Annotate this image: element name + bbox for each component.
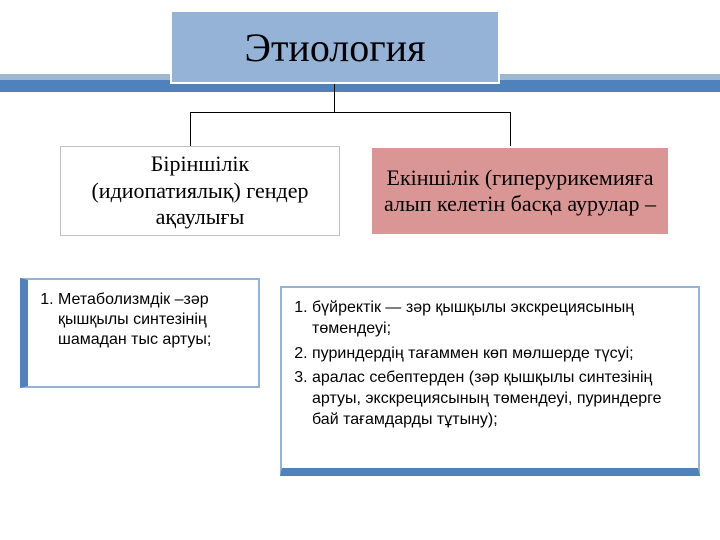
connector-trunk [334,84,335,112]
list-item: пуриндердің тағаммен көп мөлшерде түсуі; [312,344,688,365]
list-item: Метаболизмдік –зәр қышқылы синтезінің ша… [58,290,248,350]
right-list: бүйректік — зәр қышқылы экскрециясының т… [282,288,698,445]
child-secondary-text: Екіншілік (гиперурикемияға алып келетін … [378,165,662,218]
connector-drop-l [190,112,191,146]
left-list: Метаболизмдік –зәр қышқылы синтезінің ша… [28,280,258,364]
slide-root: { "canvas": { "width": 720, "height": 54… [0,0,720,540]
left-list-box: Метаболизмдік –зәр қышқылы синтезінің ша… [20,278,260,388]
title-box: Этиология [170,10,500,84]
list-item: бүйректік — зәр қышқылы экскрециясының т… [312,298,688,340]
child-primary: Біріншілік (идиопатиялық) гендер ақаулығ… [60,146,340,236]
title-text: Этиология [245,24,426,71]
child-primary-text: Біріншілік (идиопатиялық) гендер ақаулығ… [67,151,333,230]
list-item: аралас себептерден (зәр қышқылы синтезін… [312,368,688,430]
right-list-box: бүйректік — зәр қышқылы экскрециясының т… [280,286,700,476]
connector-drop-r [510,112,511,146]
child-secondary: Екіншілік (гиперурикемияға алып келетін … [370,146,670,236]
connector-cross [190,112,510,113]
